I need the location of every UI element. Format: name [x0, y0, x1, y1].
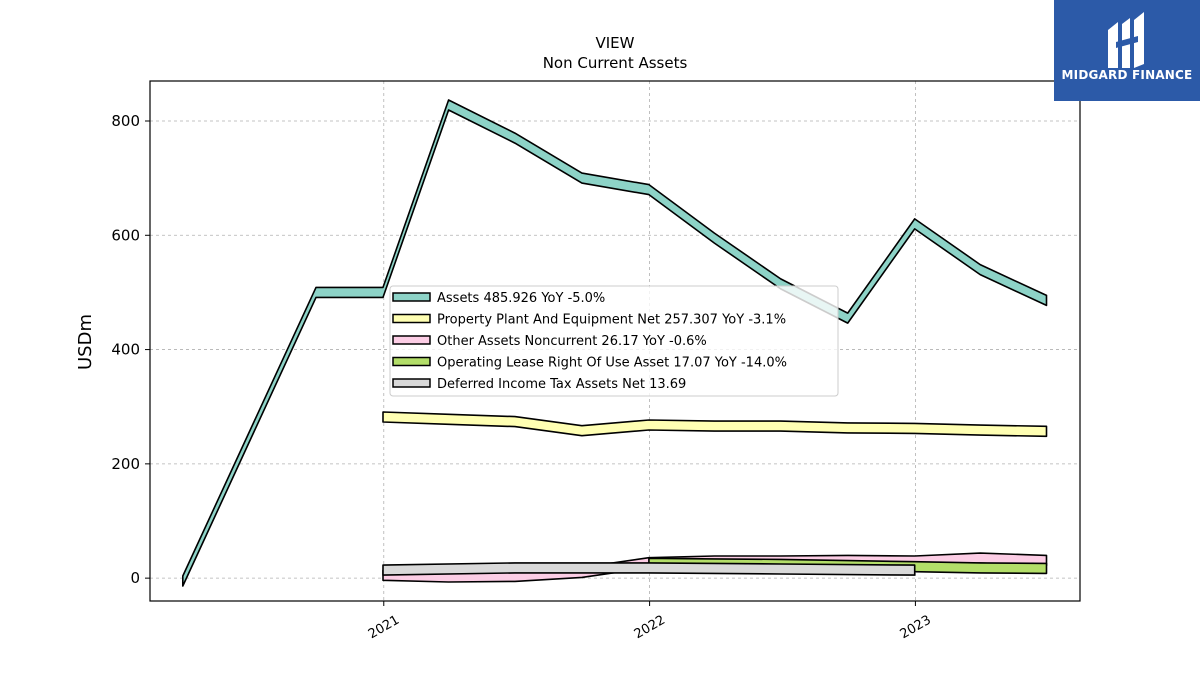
- y-tick-label: 800: [111, 112, 140, 130]
- legend-box: [389, 285, 839, 397]
- legend-entry: Deferred Income Tax Assets Net 13.69: [437, 377, 686, 392]
- series-deferred-income-tax-assets-net: [382, 562, 916, 576]
- legend-entry: Other Assets Noncurrent 26.17 YoY -0.6%: [437, 334, 707, 349]
- legend: Assets 485.926 YoY -5.0% Property Plant A…: [389, 285, 839, 397]
- series-layer: [182, 99, 1048, 587]
- series-property-plant-and-equipment-net: [382, 411, 1048, 438]
- y-tick-label: 200: [111, 455, 140, 473]
- brand-name: MIDGARD FINANCE: [1061, 68, 1193, 82]
- x-tick-label: 2022: [632, 613, 668, 643]
- legend-swatch: [392, 313, 431, 324]
- legend-entry: Operating Lease Right Of Use Asset 17.07…: [437, 356, 787, 371]
- x-tick-label: 2023: [898, 613, 934, 643]
- midgard-mark-icon: [1108, 12, 1144, 68]
- y-tick-label: 600: [111, 226, 140, 244]
- chart-subtitle: Non Current Assets: [543, 54, 688, 72]
- legend-entry: Assets 485.926 YoY -5.0%: [437, 291, 605, 306]
- y-axis-label: USDm: [75, 314, 96, 370]
- legend-swatch: [392, 335, 431, 345]
- plot-frame: [149, 80, 1081, 602]
- chart-title: VIEW: [596, 34, 635, 52]
- legend-swatch: [392, 292, 431, 302]
- x-tick-label: 2021: [366, 613, 402, 643]
- y-tick-label: 0: [130, 569, 140, 587]
- y-tick-label: 400: [111, 341, 140, 359]
- legend-swatch: [392, 378, 431, 388]
- series-assets: [182, 99, 1048, 587]
- legend-swatch: [392, 356, 431, 367]
- legend-entry: Property Plant And Equipment Net 257.307…: [437, 313, 786, 328]
- brand-logo: MIDGARD FINANCE: [1054, 0, 1200, 101]
